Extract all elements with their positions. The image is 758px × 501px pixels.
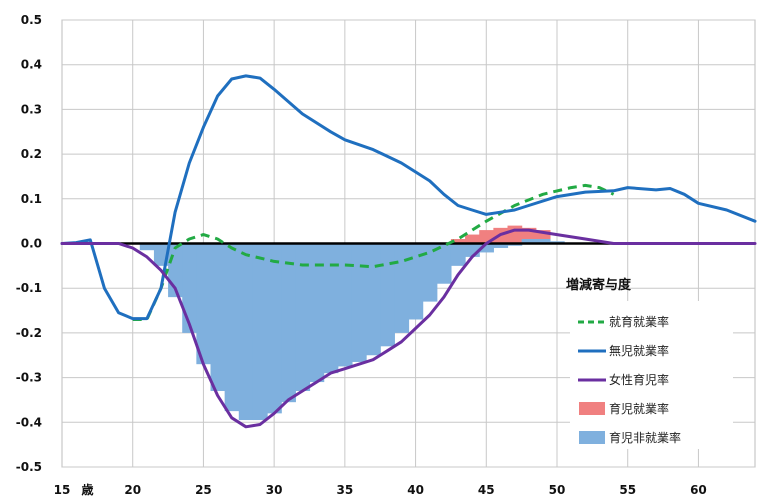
y-tick-label: 0.1 [21, 192, 42, 206]
x-tick-label: 25 [195, 483, 212, 497]
bar-ikuji-shugyo [507, 225, 523, 244]
series-line-shuiku [132, 183, 615, 321]
bar-ikuji-hishugyo [422, 243, 438, 302]
bar-ikuji-hishugyo [182, 243, 197, 333]
legend-box [570, 301, 733, 449]
y-tick-label: -0.1 [16, 281, 42, 295]
x-unit-label: 歳 [81, 482, 93, 497]
axis-tick-labels: 0.5 0.4 0.3 0.2 0.1 0.0 -0.1 -0.2 -0.3 -0.4 -0.5 15… [16, 13, 707, 497]
bar-ikuji-hishugyo [139, 243, 155, 251]
y-tick-label: 0.2 [21, 147, 42, 161]
legend-entry-label: 育児就業率 [609, 401, 669, 416]
y-tick-label: -0.3 [16, 371, 42, 385]
y-tick-label: -0.2 [16, 326, 42, 340]
bar-ikuji-hishugyo [493, 243, 509, 248]
x-tick-label: 55 [619, 483, 636, 497]
y-tick-label: -0.4 [16, 415, 42, 429]
legend-entry-label: 育児非就業率 [609, 430, 681, 445]
legend-swatch [579, 402, 605, 415]
bar-ikuji-hishugyo [281, 243, 296, 403]
bar-ikuji-hishugyo [309, 243, 325, 383]
y-tick-label: 0.0 [21, 237, 42, 251]
bar-ikuji-hishugyo [337, 243, 353, 367]
x-tick-label: 50 [549, 483, 566, 497]
x-tick-label: 45 [478, 483, 495, 497]
legend-entry-label: 無児就業率 [609, 343, 669, 358]
bar-ikuji-hishugyo [351, 243, 367, 362]
bar-layer [139, 225, 565, 421]
legend-swatch [579, 431, 605, 444]
bar-ikuji-shugyo [465, 234, 480, 244]
bar-ikuji-hishugyo [521, 239, 537, 244]
bar-ikuji-hishugyo [238, 243, 254, 421]
y-tick-label: -0.5 [16, 460, 42, 474]
bar-ikuji-hishugyo [210, 243, 226, 392]
line-layer [60, 74, 757, 429]
bar-ikuji-hishugyo [436, 243, 452, 284]
y-tick-label: 0.5 [21, 13, 42, 27]
bar-ikuji-hishugyo [323, 243, 339, 374]
series-line-josei-ikuji [60, 228, 757, 429]
bar-ikuji-hishugyo [366, 243, 381, 356]
x-tick-label: 60 [690, 483, 707, 497]
bar-ikuji-hishugyo [380, 243, 395, 347]
legend-entry-label: 就育就業率 [609, 314, 669, 329]
bar-ikuji-hishugyo [394, 243, 410, 333]
bar-ikuji-hishugyo [252, 243, 268, 421]
bar-ikuji-hishugyo [535, 239, 551, 244]
bar-ikuji-hishugyo [196, 243, 212, 365]
bar-ikuji-shugyo [450, 239, 466, 244]
x-tick-label: 40 [407, 483, 424, 497]
legend-title: 増減寄与度 [566, 277, 632, 293]
bar-ikuji-hishugyo [450, 243, 466, 266]
bar-ikuji-hishugyo [295, 243, 311, 392]
x-tick-label: 15 [54, 483, 71, 497]
x-tick-label: 20 [124, 483, 141, 497]
bar-ikuji-hishugyo [224, 243, 240, 412]
y-tick-label: 0.3 [21, 102, 42, 116]
bar-ikuji-hishugyo [408, 243, 424, 320]
legend-entry-label: 女性育児率 [609, 372, 669, 387]
x-tick-label: 35 [337, 483, 354, 497]
bar-ikuji-hishugyo [267, 243, 282, 414]
bar-ikuji-hishugyo [479, 243, 494, 253]
series-line-muji [60, 74, 757, 321]
x-tick-label: 30 [266, 483, 283, 497]
y-tick-label: 0.4 [21, 58, 42, 72]
